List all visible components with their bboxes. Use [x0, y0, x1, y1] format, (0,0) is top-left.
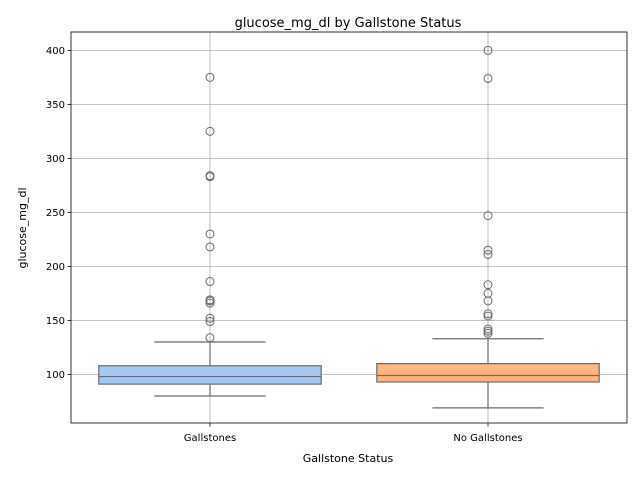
- x-tick-label: No Gallstones: [453, 433, 522, 444]
- outlier-point: [483, 250, 493, 260]
- grid: [71, 32, 627, 423]
- y-tick-label: 350: [46, 100, 65, 111]
- outlier-point: [205, 229, 215, 239]
- outlier-point: [205, 295, 215, 305]
- outlier-point: [205, 316, 215, 326]
- outlier-point: [205, 277, 215, 287]
- outlier-point: [483, 73, 493, 83]
- y-tick-label: 100: [46, 370, 65, 381]
- iqr-box: [376, 362, 600, 383]
- ticks: 100 150 200 250 300 350 400 Gallstones No Gallst…: [46, 46, 523, 444]
- outlier-point: [483, 309, 493, 319]
- outlier-point: [205, 171, 215, 181]
- outlier-point: [483, 45, 493, 55]
- x-axis-label: Gallstone Status: [303, 452, 394, 465]
- outlier-point: [483, 324, 493, 334]
- outlier-point: [205, 242, 215, 252]
- outlier-point: [483, 245, 493, 255]
- outlier-point: [205, 72, 215, 82]
- chart-title: glucose_mg_dl by Gallstone Status: [235, 16, 462, 31]
- y-tick-label: 250: [46, 208, 65, 219]
- y-tick-label: 300: [46, 154, 65, 165]
- outlier-point: [205, 333, 215, 343]
- outlier-point: [483, 311, 493, 321]
- y-tick-label: 200: [46, 262, 65, 273]
- y-axis-label: glucose_mg_dl: [16, 187, 29, 268]
- y-tick-label: 400: [46, 46, 65, 57]
- plot-frame: [70, 31, 628, 424]
- outlier-point: [205, 298, 215, 308]
- x-tick-label: Gallstones: [184, 433, 236, 444]
- outlier-point: [483, 280, 493, 290]
- outlier-point: [205, 313, 215, 323]
- outlier-point: [483, 328, 493, 338]
- box-no-gallstones: [376, 45, 600, 409]
- outlier-point: [483, 326, 493, 336]
- box-gallstones: [98, 72, 322, 397]
- outlier-point: [483, 211, 493, 221]
- outlier-point: [205, 126, 215, 136]
- outlier-point: [483, 288, 493, 298]
- iqr-box: [98, 365, 322, 385]
- y-tick-label: 150: [46, 316, 65, 327]
- boxes: [98, 45, 600, 409]
